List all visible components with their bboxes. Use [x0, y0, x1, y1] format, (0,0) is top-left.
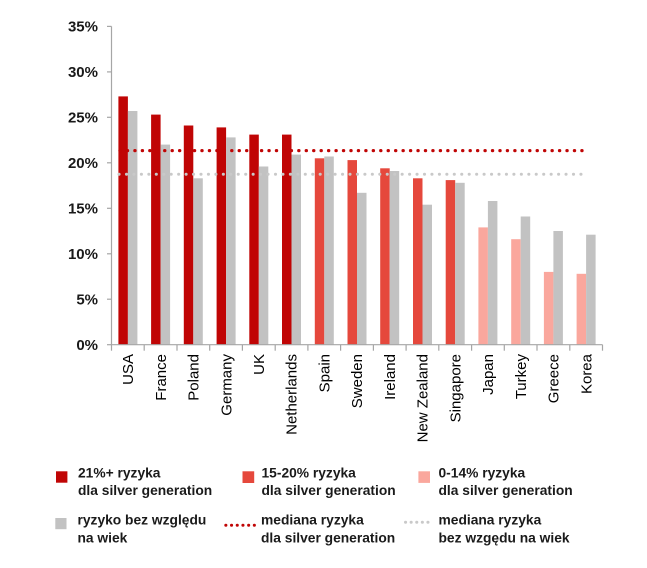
svg-text:Singapore: Singapore — [447, 354, 464, 422]
svg-text:Korea: Korea — [578, 353, 595, 394]
svg-text:dla silver generation: dla silver generation — [78, 483, 212, 498]
svg-text:dla silver generation: dla silver generation — [439, 483, 573, 498]
svg-text:Poland: Poland — [186, 354, 203, 401]
svg-text:dla silver generation: dla silver generation — [262, 483, 396, 498]
svg-text:5%: 5% — [76, 292, 98, 309]
svg-text:10%: 10% — [68, 246, 98, 263]
svg-text:Greece: Greece — [546, 354, 563, 403]
svg-text:ryzyko bez względu: ryzyko bez względu — [78, 513, 207, 528]
svg-text:21%+ ryzyka: 21%+ ryzyka — [78, 465, 161, 480]
svg-text:Germany: Germany — [218, 354, 235, 416]
svg-text:Japan: Japan — [480, 354, 497, 395]
svg-text:20%: 20% — [68, 155, 98, 172]
svg-text:Sweden: Sweden — [349, 354, 366, 408]
svg-text:15-20% ryzyka: 15-20% ryzyka — [262, 465, 357, 480]
svg-text:Turkey: Turkey — [513, 354, 530, 400]
svg-text:bez wzgędu na wiek: bez wzgędu na wiek — [439, 530, 570, 545]
svg-text:mediana ryzyka: mediana ryzyka — [439, 513, 542, 528]
svg-text:UK: UK — [251, 354, 268, 375]
svg-text:dla silver generation: dla silver generation — [261, 530, 395, 545]
svg-text:30%: 30% — [68, 64, 98, 81]
svg-text:New Zealand: New Zealand — [415, 354, 432, 442]
svg-text:Netherlands: Netherlands — [284, 354, 301, 435]
svg-text:Spain: Spain — [317, 354, 334, 392]
svg-text:France: France — [153, 354, 170, 401]
svg-text:USA: USA — [120, 354, 137, 385]
svg-text:0-14% ryzyka: 0-14% ryzyka — [439, 465, 526, 480]
svg-text:0%: 0% — [76, 337, 98, 354]
svg-text:mediana ryzyka: mediana ryzyka — [261, 513, 364, 528]
svg-text:Ireland: Ireland — [382, 354, 399, 400]
svg-text:25%: 25% — [68, 110, 98, 127]
svg-text:15%: 15% — [68, 201, 98, 218]
svg-text:35%: 35% — [68, 19, 98, 36]
svg-text:na wiek: na wiek — [78, 530, 128, 545]
